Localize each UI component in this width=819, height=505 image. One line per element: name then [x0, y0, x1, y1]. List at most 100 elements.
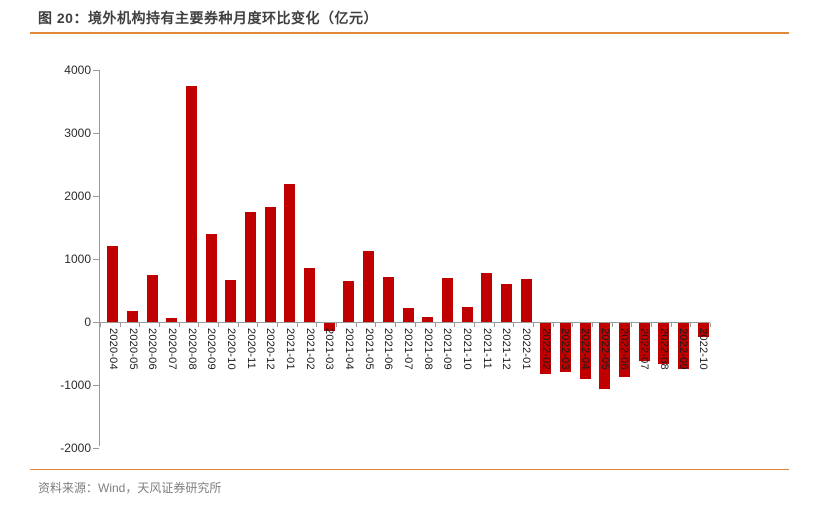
y-tick-label: 0 — [84, 315, 91, 329]
title-divider-line — [30, 32, 789, 34]
x-tick-label-2022-07: 2022-07 — [638, 328, 651, 370]
bar-2022-06 — [618, 323, 630, 377]
x-axis-tick — [139, 323, 141, 327]
bar-2020-11 — [245, 211, 257, 322]
x-tick-label-2022-05: 2022-05 — [598, 328, 611, 370]
x-axis-tick — [178, 323, 180, 327]
x-tick-label-2020-10: 2020-10 — [224, 328, 237, 370]
x-tick-label-2021-03: 2021-03 — [323, 328, 336, 370]
x-axis-tick — [670, 323, 672, 327]
y-tick-label: 1000 — [64, 252, 91, 266]
footer-divider-line — [30, 469, 789, 470]
bar-2022-07 — [638, 323, 650, 361]
bar-2021-01 — [284, 184, 296, 323]
y-tick-label: -1000 — [60, 378, 91, 392]
x-tick-label-2021-10: 2021-10 — [461, 328, 474, 370]
y-tick-label: 3000 — [64, 126, 91, 140]
y-axis-tick — [93, 322, 99, 323]
bar-2022-09 — [677, 323, 689, 369]
x-tick-label-2021-07: 2021-07 — [402, 328, 414, 370]
x-axis-tick — [572, 323, 574, 327]
x-tick-label-2021-01: 2021-01 — [283, 328, 296, 370]
bar-2021-07 — [402, 307, 414, 322]
bar-2022-10 — [697, 323, 709, 337]
x-axis-tick — [454, 323, 456, 327]
bar-2022-01 — [520, 279, 532, 323]
x-axis-tick — [552, 323, 554, 327]
x-tick-label-2021-09: 2021-09 — [441, 328, 454, 370]
x-axis-tick — [336, 323, 338, 327]
x-axis-tick — [296, 323, 298, 327]
x-axis-tick — [237, 323, 239, 327]
x-axis-tick — [532, 323, 534, 327]
bar-2022-08 — [658, 323, 670, 364]
x-axis-tick — [119, 323, 121, 327]
x-axis-tick — [473, 323, 475, 327]
x-axis-tick — [414, 323, 416, 327]
x-tick-label-2022-08: 2022-08 — [657, 328, 670, 370]
x-axis-tick — [257, 323, 259, 327]
x-tick-label-2021-12: 2021-12 — [500, 328, 513, 370]
x-tick-label-2020-08: 2020-08 — [185, 328, 198, 370]
bar-2021-03 — [323, 323, 335, 331]
x-axis-tick — [316, 323, 318, 327]
y-axis-tick — [93, 70, 99, 71]
bar-2021-08 — [422, 316, 434, 322]
y-axis-tick — [93, 133, 99, 134]
x-axis-tick — [710, 323, 711, 327]
bar-2022-05 — [599, 323, 611, 389]
x-tick-label-2022-04: 2022-04 — [579, 328, 592, 370]
bar-2021-09 — [441, 277, 453, 322]
x-axis-tick — [218, 323, 220, 327]
x-axis-tick — [395, 323, 397, 327]
bar-2021-04 — [343, 281, 355, 323]
bar-2020-10 — [225, 279, 237, 322]
x-tick-label-2022-02: 2022-02 — [539, 328, 552, 370]
x-tick-label-2021-05: 2021-05 — [362, 328, 375, 370]
x-axis-tick — [690, 323, 692, 327]
x-tick-label-2022-09: 2022-09 — [677, 328, 690, 370]
figure-title: 图 20：境外机构持有主要券种月度环比变化（亿元） — [38, 10, 378, 26]
x-tick-label-2020-09: 2020-09 — [205, 328, 218, 370]
x-axis-tick — [591, 323, 593, 327]
bar-2021-06 — [382, 276, 394, 322]
y-axis-tick — [93, 448, 99, 449]
x-tick-label-2020-11: 2020-11 — [244, 328, 257, 369]
x-tick-label-2020-07: 2020-07 — [165, 328, 178, 370]
x-tick-label-2022-01: 2022-01 — [520, 328, 533, 370]
x-axis-tick — [198, 323, 200, 327]
x-axis-tick — [375, 323, 377, 327]
bar-2021-12 — [500, 283, 512, 322]
x-tick-label-2020-05: 2020-05 — [126, 328, 139, 370]
bar-2021-02 — [304, 267, 316, 322]
x-tick-label-2022-06: 2022-06 — [618, 328, 631, 370]
x-tick-label-2022-03: 2022-03 — [559, 328, 572, 370]
x-tick-label-2020-12: 2020-12 — [264, 328, 277, 370]
bar-2022-02 — [540, 323, 552, 374]
x-axis-tick — [650, 323, 652, 327]
x-tick-label-2020-04: 2020-04 — [106, 328, 119, 370]
y-tick-label: -2000 — [60, 441, 91, 455]
bar-2021-11 — [481, 272, 493, 322]
x-tick-label-2021-06: 2021-06 — [382, 328, 395, 370]
y-axis-line — [99, 70, 100, 446]
bar-2021-05 — [363, 250, 375, 322]
bar-2020-12 — [264, 206, 276, 322]
bar-2022-04 — [579, 323, 591, 379]
x-tick-label-2021-02: 2021-02 — [303, 328, 316, 370]
y-axis-tick — [93, 259, 99, 260]
y-axis-tick — [93, 196, 99, 197]
source-attribution: 资料来源：Wind，天风证券研究所 — [38, 481, 222, 495]
bar-2020-07 — [166, 318, 178, 323]
x-axis-tick — [100, 323, 101, 327]
x-axis-tick — [434, 323, 436, 327]
x-axis-line — [100, 322, 710, 323]
x-tick-label-2021-11: 2021-11 — [480, 328, 493, 369]
bar-2020-04 — [107, 246, 119, 323]
bar-2020-05 — [127, 310, 139, 322]
bar-2020-08 — [186, 85, 198, 322]
y-tick-label: 2000 — [64, 189, 91, 203]
x-axis-tick — [355, 323, 357, 327]
x-axis-tick — [611, 323, 613, 327]
